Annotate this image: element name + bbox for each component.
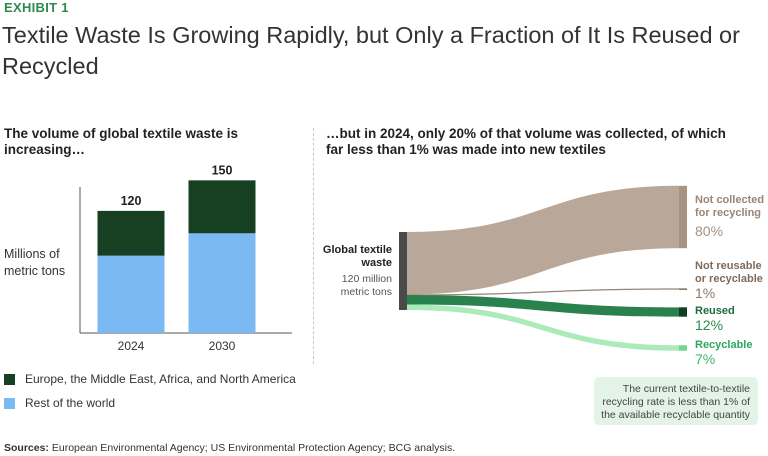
- sankey-target-label-0-line1: for recycling: [695, 207, 761, 219]
- left-chart-subtitle: The volume of global textile waste is in…: [4, 126, 239, 157]
- sankey-flow-3: [407, 304, 679, 351]
- right-chart-subtitle: …but in 2024, only 20% of that volume wa…: [326, 126, 726, 157]
- sankey-source-node: [399, 232, 407, 310]
- exhibit-label: EXHIBIT 1: [4, 0, 69, 15]
- bar-2024-series-1: [97, 210, 165, 256]
- bar-2030-series-1: [188, 180, 256, 234]
- panel-divider: [313, 128, 314, 364]
- sankey-source-label-line2: waste: [360, 257, 392, 269]
- legend-swatch: [4, 397, 15, 409]
- sankey-target-node-1: [679, 288, 687, 290]
- sankey-target-node-0: [679, 185, 687, 249]
- sankey-target-label-1-line0: Not reusable: [695, 260, 762, 272]
- sankey-target-label-1-line1: or recyclable: [695, 273, 763, 285]
- sankey-target-value-2: 12%: [695, 317, 723, 333]
- sankey-target-value-1: 1%: [695, 285, 715, 301]
- sankey-target-label-3-line0: Recyclable: [695, 339, 752, 351]
- sankey-target-value-0: 80%: [695, 223, 723, 239]
- sankey-source-sublabel-line2: metric tons: [341, 286, 392, 298]
- legend-item-emea-na: Europe, the Middle East, Africa, and Nor…: [4, 372, 324, 386]
- legend-item-rest-of-world: Rest of the world: [4, 396, 324, 410]
- sources-note: Sources: European Environmental Agency; …: [4, 442, 455, 454]
- bar-total-label-2030: 150: [212, 163, 233, 177]
- sankey-source-sublabel-line1: 120 million: [342, 273, 392, 285]
- bar-2030-series-0: [188, 233, 256, 333]
- sankey-target-label-0-line0: Not collected: [695, 194, 764, 206]
- sankey-target-node-3: [679, 345, 687, 351]
- bar-chart: 120 2024 150 2030: [79, 163, 292, 353]
- sankey-source-label-line1: Global textile: [323, 244, 392, 256]
- sankey-target-node-2: [679, 307, 687, 317]
- sankey-flow-0: [407, 185, 679, 295]
- sankey-target-label-2-line0: Reused: [695, 305, 735, 317]
- sources-label: Sources:: [4, 442, 49, 454]
- x-tick-label-2024: 2024: [118, 339, 145, 353]
- bar-2024-series-0: [97, 255, 165, 333]
- sources-text: European Environmental Agency; US Enviro…: [48, 442, 456, 454]
- sankey-target-value-3: 7%: [695, 351, 715, 367]
- y-axis-unit-label: Millions of metric tons: [4, 247, 66, 278]
- sankey-flow-2: [407, 295, 679, 317]
- sankey-flow-1: [407, 288, 679, 296]
- page-title: Textile Waste Is Growing Rapidly, but On…: [2, 22, 740, 79]
- bar-total-label-2024: 120: [121, 194, 142, 208]
- x-tick-label-2030: 2030: [209, 339, 236, 353]
- legend-label: Rest of the world: [25, 396, 116, 410]
- legend-swatch: [4, 373, 15, 385]
- legend-label: Europe, the Middle East, Africa, and Nor…: [25, 372, 296, 386]
- recycling-rate-callout: The current textile-to-textile recycling…: [594, 377, 758, 425]
